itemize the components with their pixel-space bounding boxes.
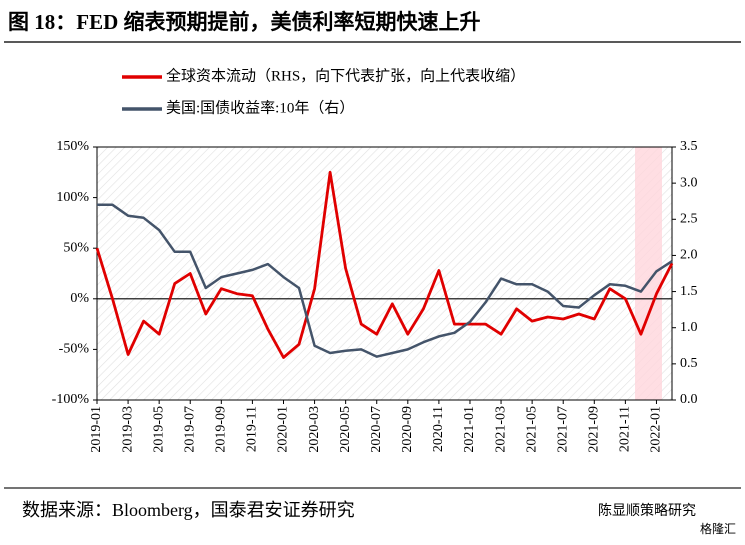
x-tick-label: 2022-01 — [649, 406, 664, 453]
x-tick-label: 2020-03 — [307, 406, 322, 453]
x-tick-label: 2021-01 — [462, 406, 477, 453]
series-line — [95, 170, 674, 359]
x-tick-label: 2019-03 — [120, 406, 135, 453]
x-tick-label: 2021-05 — [524, 406, 539, 453]
x-tick-label: 2019-05 — [151, 406, 166, 453]
y-tick-label: 0% — [70, 291, 89, 306]
chart-title: 图 18：FED 缩表预期提前，美债利率短期快速上升 — [8, 10, 481, 34]
y-tick-label: 100% — [56, 190, 89, 205]
y-tick-label: -100% — [52, 392, 90, 407]
y2-tick-label: 0.5 — [680, 356, 698, 371]
x-tick-label: 2021-09 — [587, 406, 602, 453]
source-note: 数据来源：Bloomberg，国泰君安证券研究 — [22, 500, 355, 520]
x-tick-label: 2019-01 — [89, 406, 104, 453]
legend-label: 美国:国债收益率:10年（右） — [166, 99, 354, 116]
y-tick-label: 50% — [63, 240, 89, 255]
y2-tick-label: 3.5 — [680, 139, 698, 154]
y2-tick-label: 3.0 — [680, 175, 698, 190]
y-tick-label: 150% — [56, 139, 89, 154]
x-tick-label: 2020-05 — [338, 406, 353, 453]
y-tick-label: -50% — [59, 342, 90, 357]
y2-tick-label: 0.0 — [680, 392, 698, 407]
x-tick-label: 2020-01 — [276, 406, 291, 453]
x-tick-label: 2020-11 — [431, 406, 446, 452]
x-tick-label: 2021-03 — [493, 406, 508, 453]
x-tick-label: 2020-07 — [369, 406, 384, 453]
y2-tick-label: 2.5 — [680, 212, 698, 227]
legend-label: 全球资本流动（RHS，向下代表扩张，向上代表收缩） — [166, 66, 525, 84]
y2-tick-label: 2.0 — [680, 248, 698, 263]
plot-frame — [96, 146, 673, 401]
x-tick-label: 2021-11 — [618, 406, 633, 452]
x-tick-label: 2019-07 — [182, 406, 197, 453]
x-tick-label: 2021-07 — [555, 406, 570, 453]
y2-tick-label: 1.0 — [680, 320, 698, 335]
x-tick-label: 2019-11 — [245, 406, 260, 452]
watermark: 格隆汇 — [700, 521, 736, 536]
plot-background — [97, 147, 672, 400]
highlight-band — [635, 147, 662, 400]
x-tick-label: 2019-09 — [214, 406, 229, 453]
y2-tick-label: 1.5 — [680, 284, 698, 299]
x-tick-label: 2020-09 — [400, 406, 415, 453]
series-line — [97, 203, 673, 358]
watermark: 陈显顺策略研究 — [598, 502, 696, 519]
